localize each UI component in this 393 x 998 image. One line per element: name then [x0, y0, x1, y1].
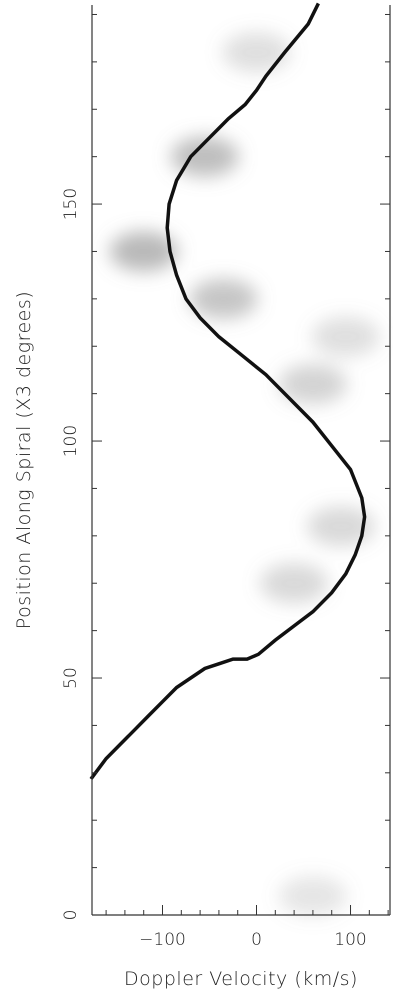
x-axis-title: Doppler Velocity (km/s) [124, 968, 358, 990]
intensity-blob-1 [189, 278, 258, 319]
intensity-blob-5 [260, 563, 329, 604]
y-tick-label-100: 100 [61, 425, 81, 457]
intensity-blob-6 [311, 316, 380, 357]
x-tick-label-100: 100 [334, 930, 366, 950]
intensity-blob-4 [307, 506, 376, 547]
intensity-blob-8 [278, 876, 347, 917]
y-tick-label-150: 150 [61, 188, 81, 220]
x-tick-label-0: 0 [251, 930, 262, 950]
intensity-blob-7 [222, 32, 291, 73]
y-tick-label-0: 0 [61, 910, 81, 921]
intensity-blob-3 [278, 364, 347, 405]
y-axis-title: Position Along Spiral (X3 degrees) [13, 291, 35, 629]
labels: Doppler Velocity (km/s) Position Along S… [13, 291, 358, 990]
intensity-map [109, 32, 380, 917]
x-tick-label--100: −100 [139, 930, 186, 950]
y-tick-label-50: 50 [61, 667, 81, 689]
series-line-0 [89, 2, 367, 781]
plot-background [92, 5, 390, 915]
curve-layer [89, 2, 367, 781]
intensity-blob-0 [109, 231, 178, 272]
axes: 0 50 100 150 −100 0 100 [61, 5, 391, 950]
intensity-blob-2 [170, 136, 239, 177]
